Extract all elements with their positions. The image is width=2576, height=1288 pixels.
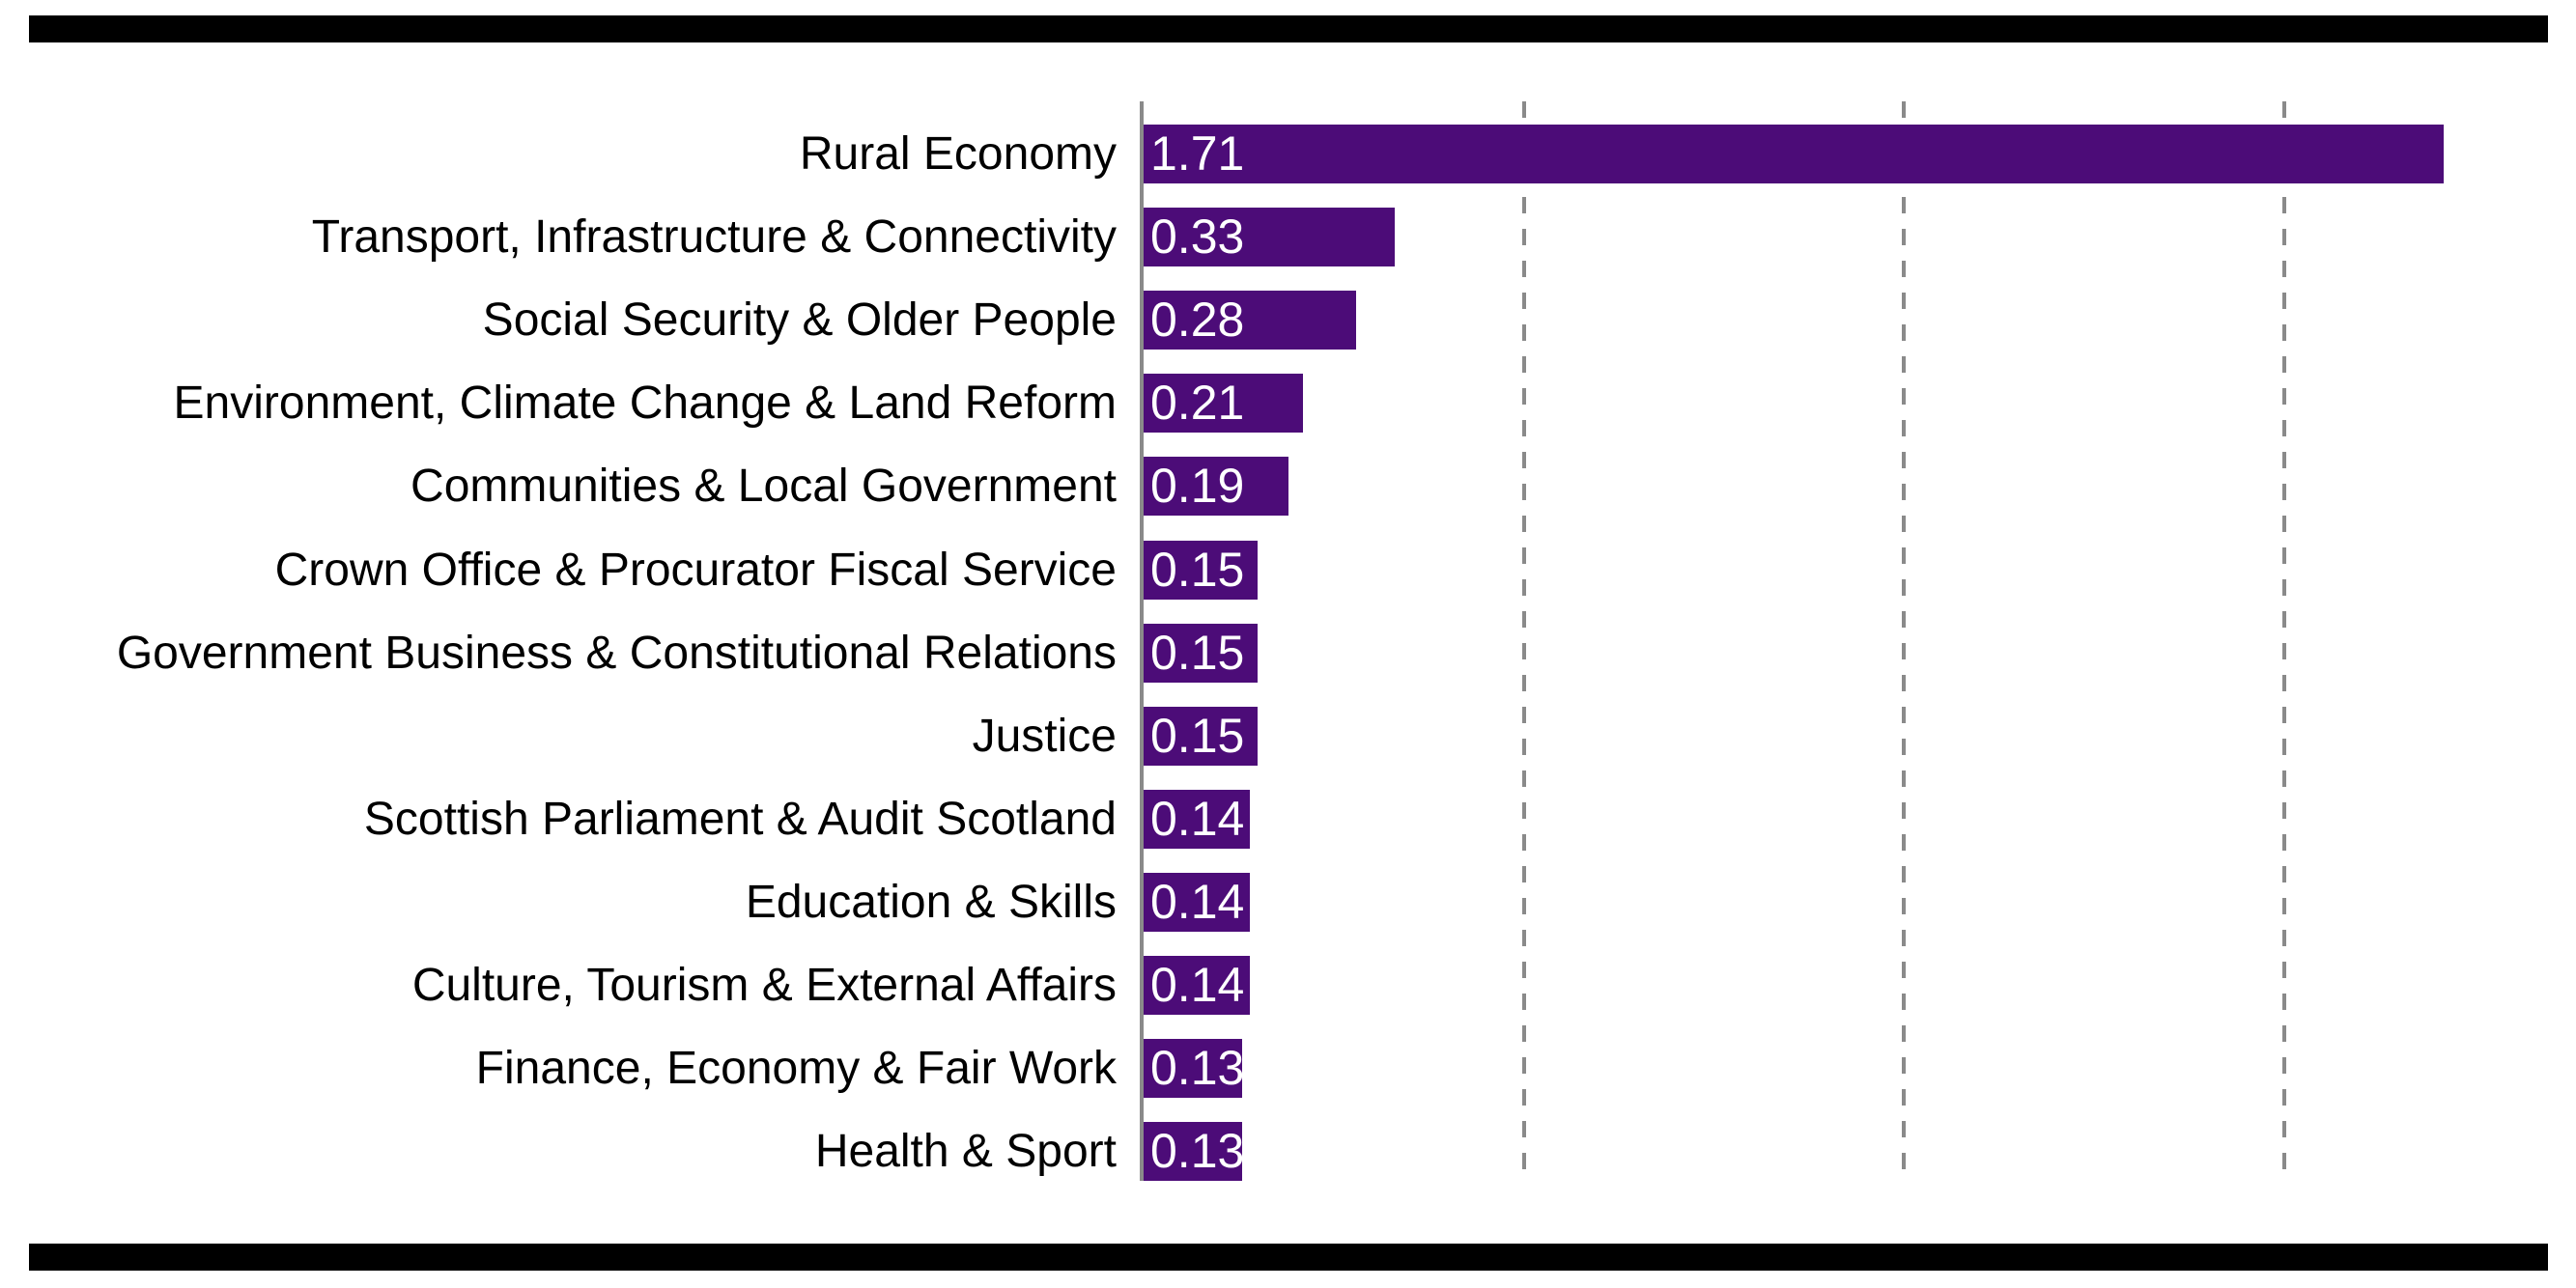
category-label: Health & Sport xyxy=(814,1126,1117,1178)
category-label: Crown Office & Procurator Fiscal Service xyxy=(274,544,1117,596)
bar-row: Transport, Infrastructure & Connectivity… xyxy=(0,208,2576,267)
bar-row: Government Business & Constitutional Rel… xyxy=(0,623,2576,683)
bar-row: Health & Sport 0.13 xyxy=(0,1122,2576,1182)
bar: 0.13 xyxy=(1144,1122,1245,1182)
bar: 0.14 xyxy=(1144,789,1250,849)
category-label: Rural Economy xyxy=(799,128,1117,180)
bar: 0.21 xyxy=(1144,374,1303,434)
bar: 0.28 xyxy=(1144,291,1356,350)
bar-row: Social Security & Older People 0.28 xyxy=(0,291,2576,350)
value-label: 0.28 xyxy=(1150,293,1245,348)
y-axis-line xyxy=(1140,101,1144,1181)
bar: 0.19 xyxy=(1144,457,1288,517)
bar-row: Finance, Economy & Fair Work 0.13 xyxy=(0,1039,2576,1099)
category-label: Government Business & Constitutional Rel… xyxy=(116,627,1117,679)
gridline-0.5 xyxy=(1521,101,1526,1181)
value-label: 0.14 xyxy=(1150,958,1245,1012)
bar: 1.71 xyxy=(1144,125,2444,183)
value-label: 0.13 xyxy=(1150,1124,1245,1179)
bar: 0.15 xyxy=(1144,623,1258,683)
bar: 0.14 xyxy=(1144,872,1250,932)
bar-row: Rural Economy 1.71 xyxy=(0,125,2576,183)
bar-row: Education & Skills 0.14 xyxy=(0,872,2576,932)
value-label: 0.19 xyxy=(1150,459,1245,514)
value-label: 0.13 xyxy=(1150,1041,1245,1096)
category-label: Environment, Climate Change & Land Refor… xyxy=(173,378,1117,430)
category-label: Transport, Infrastructure & Connectivity xyxy=(311,211,1117,264)
value-label: 0.21 xyxy=(1150,376,1245,431)
bar: 0.13 xyxy=(1144,1039,1245,1099)
value-label: 0.14 xyxy=(1150,791,1245,846)
bar-row: Environment, Climate Change & Land Refor… xyxy=(0,374,2576,434)
category-label: Justice xyxy=(972,710,1117,762)
category-label: Culture, Tourism & External Affairs xyxy=(411,960,1117,1011)
bar-row: Communities & Local Government 0.19 xyxy=(0,457,2576,517)
value-label: 0.15 xyxy=(1150,625,1245,680)
bar: 0.15 xyxy=(1144,706,1258,766)
top-border-rule xyxy=(29,15,2548,42)
gridline-1 xyxy=(1902,101,1906,1181)
bar: 0.33 xyxy=(1144,208,1395,267)
value-label: 0.14 xyxy=(1150,874,1245,929)
category-label: Communities & Local Government xyxy=(410,461,1117,513)
bar-row: Scottish Parliament & Audit Scotland 0.14 xyxy=(0,789,2576,849)
gridline-1.5 xyxy=(2281,101,2286,1181)
category-label: Finance, Economy & Fair Work xyxy=(475,1043,1117,1095)
bar: 0.15 xyxy=(1144,540,1258,600)
bar-row: Culture, Tourism & External Affairs 0.14 xyxy=(0,956,2576,1015)
category-label: Scottish Parliament & Audit Scotland xyxy=(363,793,1117,845)
value-label: 0.15 xyxy=(1150,542,1245,597)
bar: 0.14 xyxy=(1144,956,1250,1015)
value-label: 0.15 xyxy=(1150,708,1245,763)
value-label: 1.71 xyxy=(1150,126,1245,181)
category-label: Social Security & Older People xyxy=(482,294,1117,347)
bar-row: Justice 0.15 xyxy=(0,706,2576,766)
bottom-border-rule xyxy=(29,1244,2548,1271)
category-label: Education & Skills xyxy=(745,876,1117,928)
value-label: 0.33 xyxy=(1150,210,1245,265)
bar-row: Crown Office & Procurator Fiscal Service… xyxy=(0,540,2576,600)
